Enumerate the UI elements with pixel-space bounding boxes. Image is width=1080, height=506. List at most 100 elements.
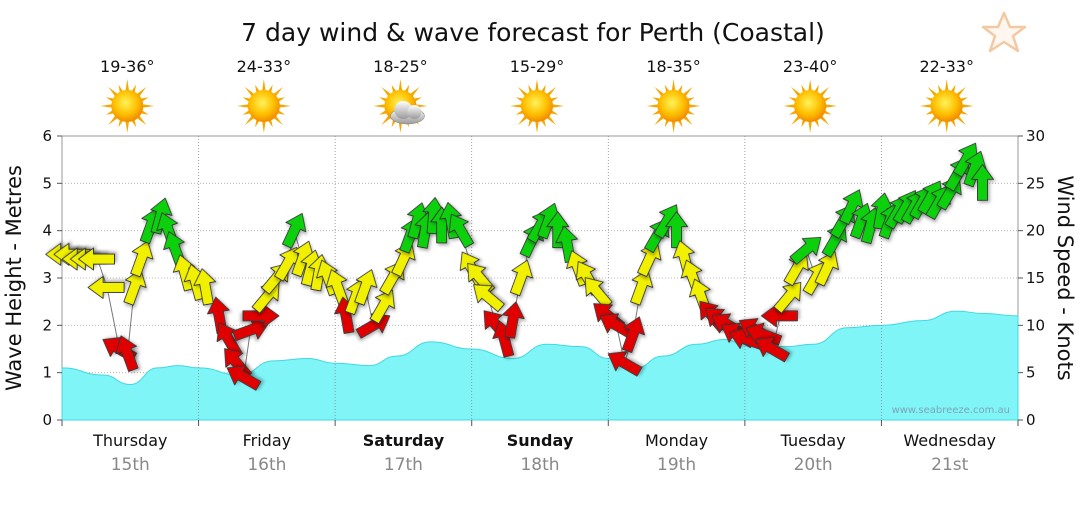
wind-arrow-light (502, 301, 525, 339)
wind-arrow-light (607, 351, 643, 377)
sun-ray (136, 86, 147, 97)
wind-arrow-moderate (509, 259, 534, 297)
sun-ray (825, 104, 838, 108)
wind-arrow-moderate (123, 269, 147, 306)
wind-arrow-moderate (87, 276, 125, 299)
sun-ray (273, 115, 283, 126)
sun-disc (657, 90, 690, 122)
day-date-label: 19th (657, 455, 696, 475)
wind-arrow-strong (971, 163, 994, 201)
sun-ray (808, 79, 812, 92)
sun-ray (398, 79, 403, 92)
wind-arrows (45, 142, 994, 391)
day-name-label: Thursday (92, 431, 167, 450)
sun-cloud-icon (373, 79, 428, 133)
sun-ray (955, 115, 966, 126)
sun-ray (783, 104, 796, 108)
sun-ray (535, 120, 539, 133)
day-name-label: Tuesday (780, 431, 846, 450)
sun-ray (244, 115, 255, 126)
sun-ray (808, 120, 812, 133)
sun-disc (247, 90, 280, 122)
right-tick-label: 30 (1026, 127, 1045, 145)
day-name-label: Monday (645, 431, 708, 450)
day-name-label: Wednesday (903, 431, 996, 450)
sun-ray (646, 104, 659, 108)
sun-ray (108, 115, 119, 126)
sun-ray (927, 86, 938, 97)
wind-arrow-strong (789, 236, 822, 265)
sun-ray (262, 120, 266, 133)
wind-arrow-moderate (369, 289, 395, 325)
right-tick-label: 25 (1026, 174, 1045, 192)
favourite-star-icon[interactable] (981, 11, 1027, 53)
sun-icon (919, 79, 974, 133)
sun-disc (794, 90, 827, 122)
sun-ray (381, 115, 392, 126)
temperature-range: 15-29° (510, 57, 565, 76)
sun-ray (262, 79, 266, 92)
sun-icon (646, 79, 701, 133)
temperature-range: 19-36° (100, 57, 155, 76)
right-tick-label: 0 (1026, 411, 1036, 429)
wind-arrow-moderate (773, 281, 802, 314)
sun-ray (546, 86, 557, 97)
sun-ray (373, 104, 386, 108)
sun-ray (244, 86, 255, 97)
wind-arrow-moderate (637, 241, 662, 278)
left-tick-label: 6 (42, 127, 52, 145)
left-axis-label: Wave Height - Metres (2, 165, 26, 391)
sun-ray (961, 104, 974, 108)
wind-arrow-light (755, 337, 790, 363)
wind-arrow-strong (282, 212, 307, 249)
temperature-range: 24-33° (237, 57, 292, 76)
sun-ray (654, 86, 665, 97)
sun-ray (100, 104, 113, 108)
day-date-label: 18th (520, 455, 559, 475)
sun-ray (671, 120, 676, 133)
sun-ray (682, 86, 693, 97)
sun-disc (521, 90, 553, 122)
left-tick-label: 1 (42, 364, 52, 382)
wind-arrow-light (226, 365, 262, 391)
wind-arrow-moderate (783, 251, 809, 287)
cloud-part (407, 105, 422, 119)
cloud-icon (390, 101, 425, 125)
wind-arrow-moderate (630, 269, 654, 306)
temperature-range: 18-35° (646, 57, 701, 76)
sun-ray (688, 104, 701, 108)
day-date-label: 16th (247, 455, 286, 475)
wind-arrow-moderate (814, 250, 839, 287)
chart-title: 7 day wind & wave forecast for Perth (Co… (241, 18, 825, 47)
temperature-range: 23-40° (783, 57, 838, 76)
sun-ray (517, 115, 528, 126)
sun-ray (551, 104, 564, 108)
left-tick-label: 5 (42, 174, 52, 192)
sun-ray (955, 86, 966, 97)
temperature-range: 22-33° (919, 57, 974, 76)
day-date-label: 20th (794, 455, 833, 475)
day-name-label: Sunday (507, 431, 574, 450)
day-name-label: Saturday (363, 431, 445, 450)
left-tick-label: 4 (42, 222, 52, 240)
sun-ray (819, 115, 830, 126)
sun-ray (278, 104, 291, 108)
sun-ray (671, 79, 676, 92)
right-tick-label: 15 (1026, 269, 1045, 287)
sun-ray (791, 86, 801, 97)
day-name-label: Friday (243, 431, 292, 450)
watermark: www.seabreeze.com.au (892, 405, 1010, 416)
sun-ray (944, 120, 949, 133)
sun-ray (535, 79, 539, 92)
sun-ray (125, 79, 130, 92)
sun-ray (381, 86, 392, 97)
wind-arrow-moderate (473, 284, 505, 313)
left-tick-label: 3 (42, 269, 52, 287)
right-axis-label: Wind Speed - Knots (1053, 175, 1077, 380)
right-tick-label: 5 (1026, 364, 1036, 382)
sun-ray (654, 115, 665, 126)
sun-disc (111, 90, 144, 122)
sun-ray (682, 115, 693, 126)
sun-ray (510, 104, 523, 108)
